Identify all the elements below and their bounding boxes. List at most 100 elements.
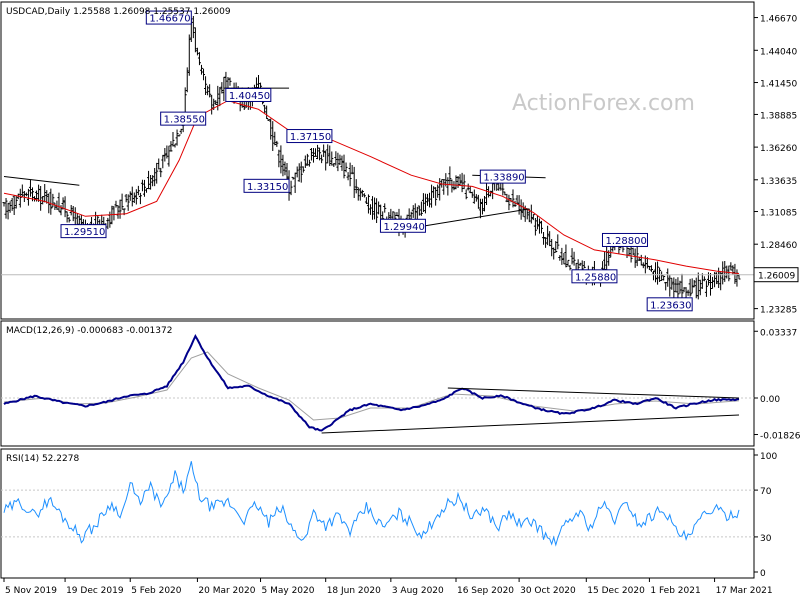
price-bar	[692, 280, 696, 288]
price-bar	[649, 265, 653, 272]
price-bar	[423, 193, 427, 214]
macd-y-tick-label: -0.018262	[760, 432, 800, 442]
price-bar	[195, 47, 199, 56]
price-bar	[273, 131, 277, 146]
price-bar	[165, 145, 169, 159]
price-bar	[434, 187, 438, 206]
price-bar	[33, 196, 37, 202]
price-annotation-box	[379, 218, 426, 233]
price-trendline	[3, 175, 80, 186]
last-price-box	[753, 267, 799, 283]
price-bar	[275, 140, 279, 147]
price-annotation-label: 1.33150	[247, 182, 288, 193]
price-bar	[57, 192, 61, 212]
price-bar	[656, 261, 660, 285]
price-bar	[660, 271, 664, 281]
price-bar	[438, 178, 442, 201]
price-bar	[71, 206, 75, 222]
price-panel-frame	[0, 1, 755, 320]
rsi-line	[3, 461, 740, 547]
x-tick-label: 18 Jun 2020	[327, 586, 381, 596]
price-bar	[49, 188, 53, 215]
x-tick-label: 5 May 2020	[262, 586, 315, 596]
rsi-y-tick-label: 30	[760, 534, 772, 544]
price-bar	[338, 154, 342, 165]
price-bar	[279, 145, 283, 174]
price-bar	[277, 149, 281, 168]
price-y-tick-label: 1.23285	[760, 306, 797, 316]
price-bar	[149, 175, 153, 190]
price-bar	[163, 148, 167, 162]
price-bar	[218, 87, 222, 107]
rsi-panel-header: RSI(14) 52.2278	[6, 454, 79, 464]
price-bar	[366, 194, 370, 214]
price-bar	[41, 195, 45, 205]
price-bar	[342, 154, 346, 179]
price-bar	[124, 193, 128, 203]
price-bar	[134, 189, 138, 205]
price-bar	[537, 218, 541, 234]
price-bar	[191, 16, 195, 39]
price-annotation-box	[479, 169, 526, 184]
price-bar	[485, 181, 489, 206]
macd-signal-line	[3, 351, 740, 421]
price-bar	[197, 52, 201, 66]
x-tick-label: 1 Feb 2021	[650, 586, 700, 596]
price-bar	[560, 247, 564, 265]
price-panel-header: USDCAD,Daily 1.25588 1.26098 1.25537 1.2…	[6, 7, 231, 17]
price-bar	[128, 191, 132, 201]
price-annotation-label: 1.28800	[605, 236, 646, 247]
price-bar	[145, 187, 149, 193]
price-bar	[120, 193, 124, 210]
price-bar	[185, 67, 189, 93]
price-bar	[142, 179, 146, 197]
price-bar	[301, 166, 305, 173]
price-bar	[305, 153, 309, 166]
price-bar	[6, 202, 10, 220]
price-bar	[662, 275, 666, 281]
price-bar	[466, 183, 470, 191]
price-bar	[10, 198, 14, 211]
price-bar	[311, 147, 315, 163]
price-bar	[199, 64, 203, 75]
price-bar	[352, 166, 356, 198]
price-bar	[456, 175, 460, 188]
price-bar	[511, 189, 515, 208]
price-bar	[26, 188, 30, 206]
price-annotation-box	[60, 224, 107, 239]
price-bar	[224, 71, 228, 90]
price-bar	[421, 193, 425, 212]
price-bar	[328, 145, 332, 167]
price-bar	[114, 200, 118, 208]
price-bar	[546, 225, 550, 246]
price-bar	[4, 197, 8, 219]
price-bar	[436, 184, 440, 198]
price-bar	[344, 162, 348, 173]
price-bar	[542, 232, 546, 245]
price-bar	[548, 231, 552, 247]
price-bar	[629, 246, 633, 263]
price-annotation-box	[243, 178, 290, 193]
price-bar	[28, 179, 32, 197]
price-bar	[564, 244, 568, 268]
price-bar	[173, 143, 177, 148]
price-bar	[682, 287, 686, 293]
x-tick-label: 15 Dec 2020	[587, 586, 645, 596]
last-price-label: 1.26009	[758, 272, 795, 282]
price-bar	[332, 162, 336, 168]
price-bar	[18, 188, 22, 208]
price-bar	[582, 260, 586, 269]
price-bar	[159, 167, 163, 178]
price-bar	[187, 34, 191, 76]
price-bar	[454, 175, 458, 190]
price-bar	[267, 119, 271, 121]
price-bar	[39, 186, 43, 211]
price-bar	[118, 199, 122, 219]
price-bar	[489, 190, 493, 197]
price-bar	[320, 154, 324, 164]
price-bar	[132, 192, 136, 203]
price-y-tick-label: 1.41450	[760, 80, 797, 90]
price-bar	[206, 85, 210, 96]
